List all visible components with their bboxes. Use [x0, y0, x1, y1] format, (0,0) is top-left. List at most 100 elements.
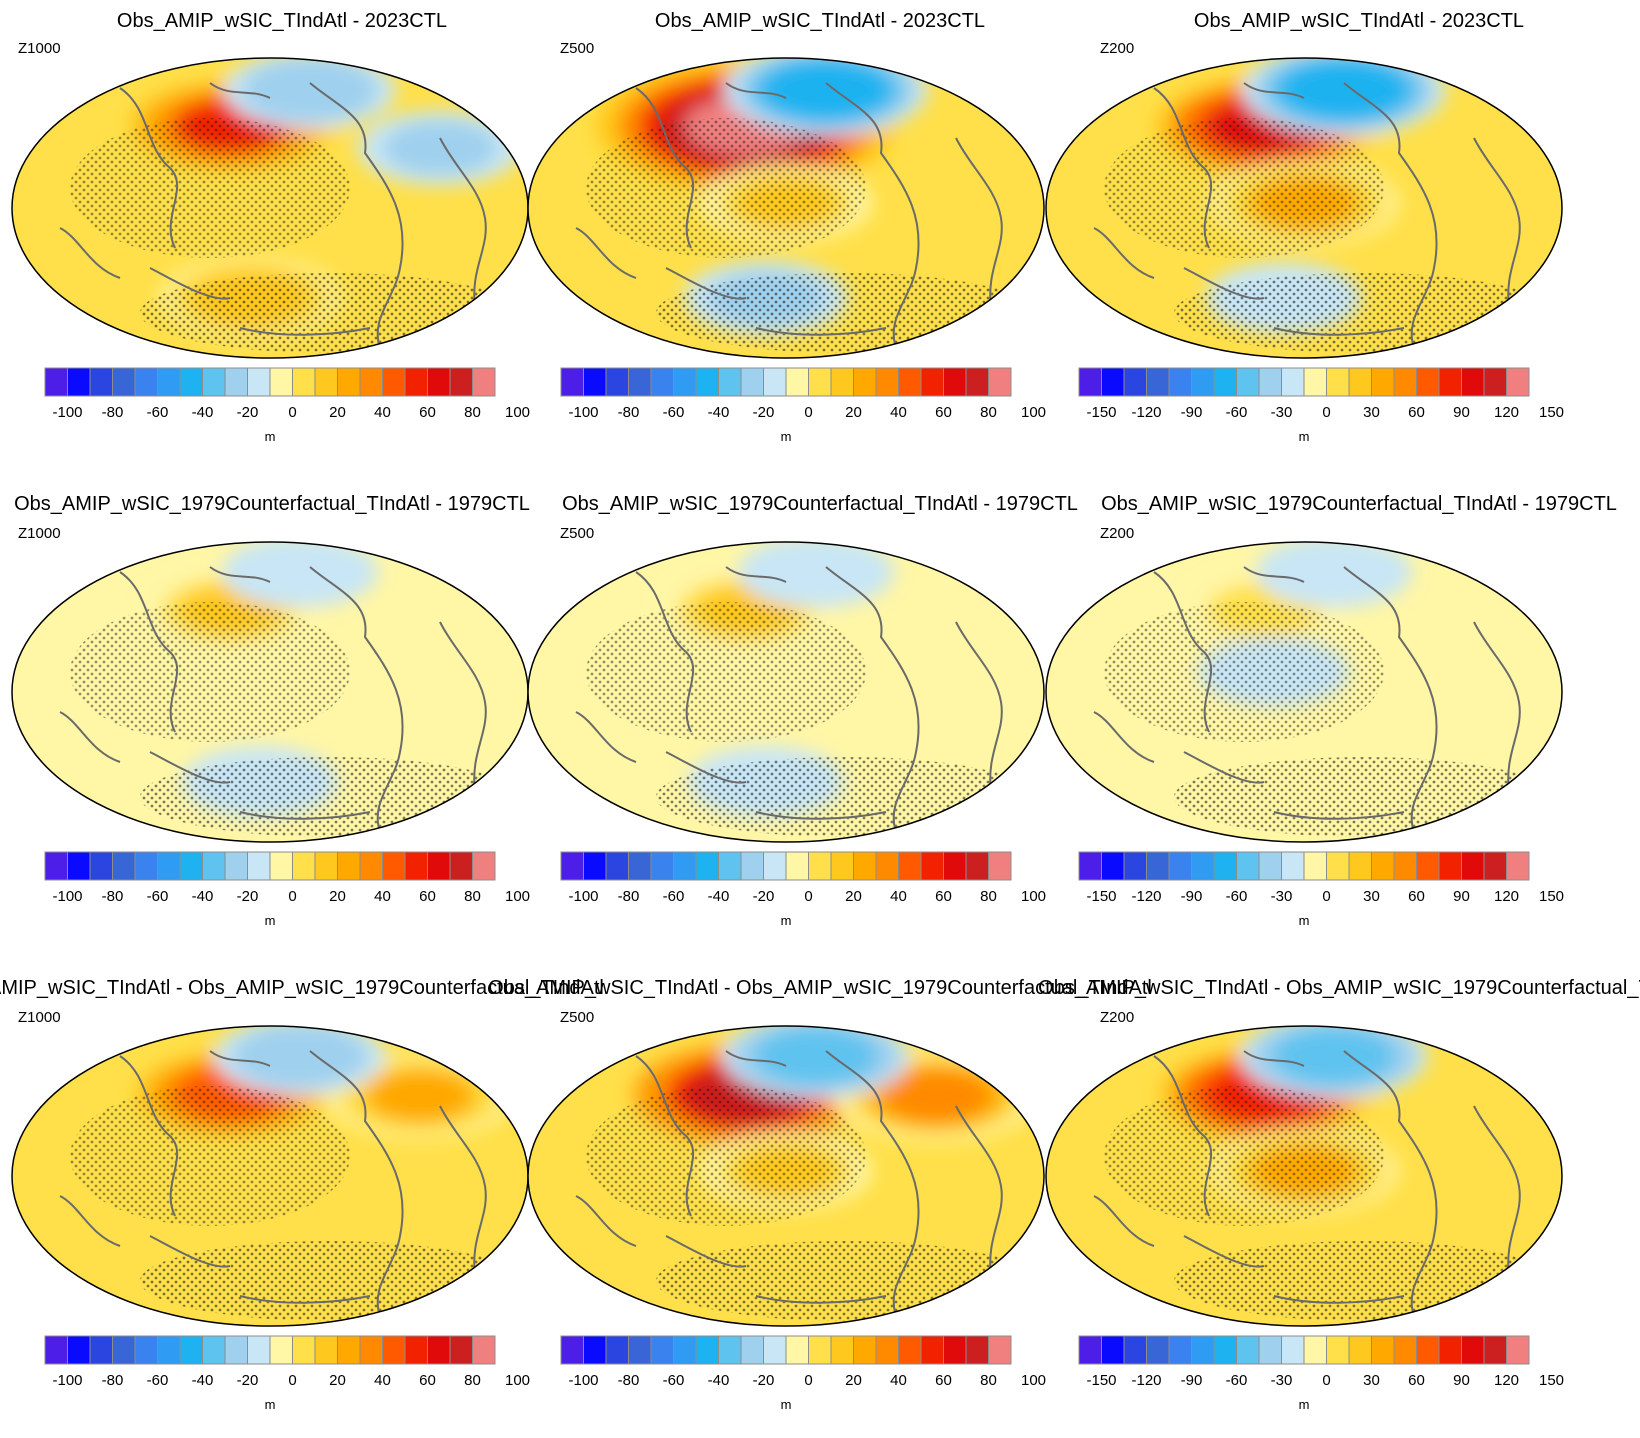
colorbar-swatch — [404, 851, 428, 881]
colorbar-tick-label: 30 — [1363, 888, 1380, 905]
panel-title-r2c0: Obs_AMIP_wSIC_TIndAtl - Obs_AMIP_wSIC_19… — [0, 977, 604, 999]
colorbar-tick-label: -150 — [1086, 888, 1116, 905]
colorbar-unit-label: m — [781, 1397, 792, 1412]
colorbar-tick-label: 40 — [890, 1372, 907, 1389]
colorbar-tick-label: -80 — [618, 1372, 640, 1389]
colorbar-tick-label: -40 — [708, 404, 730, 421]
colorbar-swatch — [1371, 367, 1395, 397]
colorbar-swatch — [224, 1335, 248, 1365]
colorbar-unit-label: m — [1299, 429, 1310, 444]
colorbar-swatch — [1303, 367, 1327, 397]
colorbar-swatch — [965, 1335, 989, 1365]
colorbar-swatch — [920, 1335, 944, 1365]
colorbar-swatch — [1303, 1335, 1327, 1365]
colorbar-swatch — [628, 367, 652, 397]
significance-stipple — [586, 602, 866, 742]
significance-stipple — [586, 1086, 866, 1226]
contour-arctic-4 — [250, 1032, 350, 1080]
colorbar-tick-label: 120 — [1494, 404, 1519, 421]
contour-eurasia-arctic-4 — [260, 66, 360, 114]
colorbar-tick-label: 60 — [935, 888, 952, 905]
colorbar-tick-label: -40 — [708, 888, 730, 905]
colorbar-tick-label: 20 — [329, 888, 346, 905]
colorbar-tick-label: 90 — [1453, 404, 1470, 421]
colorbar-swatch — [337, 1335, 361, 1365]
colorbar-tick-label: -60 — [1226, 888, 1248, 905]
colorbar-tick-label: -60 — [147, 404, 169, 421]
colorbar-swatch — [965, 367, 989, 397]
colorbar-swatch — [830, 851, 854, 881]
colorbar-tick-label: -100 — [52, 1372, 82, 1389]
coastlines — [1093, 1050, 1521, 1317]
colorbar-tick-label: 150 — [1539, 1372, 1564, 1389]
colorbar-tick-label: 0 — [288, 888, 296, 905]
colorbar-swatch — [1236, 367, 1260, 397]
colorbar-swatch — [359, 851, 383, 881]
panel-title-r1c1: Obs_AMIP_wSIC_1979Counterfactual_TIndAtl… — [562, 493, 1078, 515]
significance-stipple — [1104, 602, 1384, 742]
colorbar-unit-label: m — [265, 1397, 276, 1412]
panel-title-r0c0: Obs_AMIP_wSIC_TIndAtl - 2023CTL — [117, 10, 447, 32]
colorbar-swatch — [1416, 1335, 1440, 1365]
colorbar-swatch — [1483, 851, 1507, 881]
colorbar-tick-label: -100 — [568, 1372, 598, 1389]
colorbar-swatch — [472, 851, 496, 881]
panel-title-r0c2: Obs_AMIP_wSIC_TIndAtl - 2023CTL — [1194, 10, 1524, 32]
colorbar-swatch — [808, 367, 832, 397]
colorbar-swatch — [202, 851, 226, 881]
colorbar-swatch — [673, 367, 697, 397]
colorbar-swatch — [269, 851, 293, 881]
colorbar-tick-label: -90 — [1181, 404, 1203, 421]
colorbar-tick-label: -80 — [102, 888, 124, 905]
map-panel-r0c0 — [11, 57, 529, 359]
colorbar-tick-label: -20 — [753, 404, 775, 421]
colorbar-swatch — [224, 367, 248, 397]
colorbar-tick-label: 20 — [845, 1372, 862, 1389]
panel-title-r2c1: Obs_AMIP_wSIC_TIndAtl - Obs_AMIP_wSIC_19… — [488, 977, 1152, 999]
colorbar-tick-label: 20 — [845, 404, 862, 421]
colorbar-swatch — [202, 367, 226, 397]
colorbar-tick-label: 0 — [804, 888, 812, 905]
colorbar-tick-label: 60 — [935, 404, 952, 421]
level-label-r1c2: Z200 — [1100, 525, 1134, 542]
colorbar-r0c2: -150 -120 -90 -60 -30 0 30 60 90 120 150 m — [1078, 367, 1564, 444]
colorbar-swatch — [67, 851, 91, 881]
colorbar-r2c1: -100 -80 -60 -40 -20 0 20 40 60 80 100 m — [560, 1335, 1046, 1412]
level-label-r0c2: Z200 — [1100, 40, 1134, 57]
map-border — [527, 1025, 1045, 1327]
colorbar-swatch — [628, 851, 652, 881]
colorbar-swatch — [1326, 1335, 1350, 1365]
colorbar-swatch — [740, 1335, 764, 1365]
colorbar-tick-label: -20 — [237, 888, 259, 905]
colorbar-tick-label: -90 — [1181, 888, 1203, 905]
colorbar-swatch — [1438, 367, 1462, 397]
colorbar-swatch — [67, 1335, 91, 1365]
colorbar-tick-label: -120 — [1131, 888, 1161, 905]
colorbar-tick-label: -60 — [663, 1372, 685, 1389]
colorbar-swatch — [1078, 367, 1102, 397]
colorbar-tick-label: -30 — [1271, 404, 1293, 421]
colorbar-swatch — [1146, 1335, 1170, 1365]
colorbar-swatch — [314, 367, 338, 397]
colorbar-r1c0: -100 -80 -60 -40 -20 0 20 40 60 80 100 m — [44, 851, 530, 928]
colorbar-tick-label: -40 — [708, 1372, 730, 1389]
coastlines — [59, 566, 487, 833]
colorbar-r2c0: -100 -80 -60 -40 -20 0 20 40 60 80 100 m — [44, 1335, 530, 1412]
colorbar-tick-label: -60 — [147, 1372, 169, 1389]
colorbar-tick-label: 100 — [1021, 888, 1046, 905]
colorbar-swatch — [337, 367, 361, 397]
colorbar-swatch — [179, 851, 203, 881]
colorbar-tick-label: -80 — [618, 888, 640, 905]
colorbar-swatch — [112, 851, 136, 881]
colorbar-swatch — [202, 1335, 226, 1365]
colorbar-swatch — [943, 367, 967, 397]
colorbar-swatch — [1461, 851, 1485, 881]
colorbar-swatch — [157, 367, 181, 397]
colorbar-swatch — [785, 851, 809, 881]
colorbar-swatch — [427, 1335, 451, 1365]
colorbar-swatch — [605, 851, 629, 881]
colorbar-swatch — [314, 1335, 338, 1365]
colorbar-tick-label: 60 — [419, 888, 436, 905]
colorbar-unit-label: m — [265, 429, 276, 444]
